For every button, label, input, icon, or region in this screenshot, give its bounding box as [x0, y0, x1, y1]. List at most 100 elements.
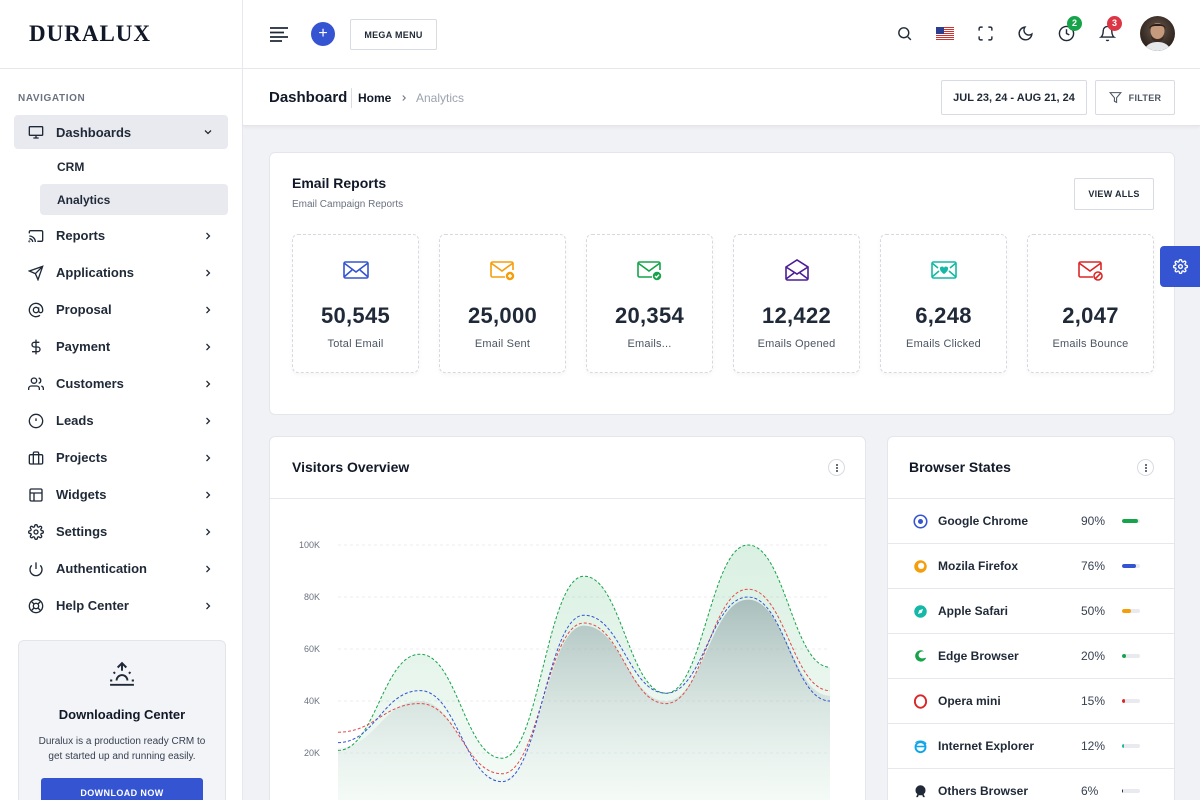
- sidebar-item-label: Payment: [56, 339, 111, 354]
- theme-customizer-button[interactable]: [1160, 246, 1200, 287]
- chevron-right-icon: [202, 600, 214, 612]
- dollar-icon: [27, 338, 45, 356]
- card-header: Browser States: [888, 437, 1174, 499]
- mega-menu-button[interactable]: MEGA MENU: [350, 19, 437, 50]
- sidebar-item-label: Applications: [56, 265, 135, 280]
- card-subtitle: Email Campaign Reports: [292, 199, 404, 210]
- browser-progress-bar: [1122, 519, 1140, 523]
- fullscreen-icon[interactable]: [977, 25, 995, 43]
- series-line: [337, 588, 831, 775]
- browser-name: Others Browser: [938, 784, 1029, 798]
- sidebar-item-projects[interactable]: Projects: [14, 439, 228, 476]
- browser-progress-fill: [1122, 564, 1136, 568]
- mail-check-icon: [636, 259, 663, 281]
- chevron-right-icon: [202, 304, 214, 316]
- sidebar-item-label: Help Center: [56, 598, 129, 613]
- breadcrumb-current: Analytics: [416, 91, 465, 105]
- stat-total-email[interactable]: 50,545 Total Email: [292, 234, 419, 373]
- browser-progress-fill: [1122, 789, 1124, 793]
- breadcrumb-divider: [351, 88, 352, 108]
- view-all-button[interactable]: VIEW ALLS: [1074, 178, 1154, 210]
- us-flag-icon[interactable]: [936, 27, 954, 45]
- visitors-chart: 100K80K60K40K20K0K: [299, 540, 831, 800]
- add-button[interactable]: +: [311, 22, 335, 46]
- sidebar-item-applications[interactable]: Applications: [14, 254, 228, 291]
- browser-row[interactable]: Google Chrome 90%: [888, 499, 1174, 544]
- mail-icon: [342, 259, 369, 281]
- browser-name: Internet Explorer: [938, 739, 1035, 753]
- stat-label: Email Sent: [474, 338, 531, 350]
- stat-label: Emails Opened: [757, 338, 836, 350]
- y-tick-label: 100K: [299, 540, 320, 550]
- sidebar-item-leads[interactable]: Leads: [14, 402, 228, 439]
- mail-heart-icon: [930, 259, 957, 281]
- browser-name: Google Chrome: [938, 514, 1029, 528]
- browser-percent: 12%: [1081, 739, 1106, 753]
- browser-row[interactable]: Others Browser 6%: [888, 769, 1174, 800]
- sidebar-item-settings[interactable]: Settings: [14, 513, 228, 550]
- stat-emails-opened[interactable]: 12,422 Emails Opened: [733, 234, 860, 373]
- sidebar-item-dashboards[interactable]: Dashboards: [14, 115, 228, 149]
- sidebar-item-label: Projects: [56, 450, 108, 465]
- sidebar-item-widgets[interactable]: Widgets: [14, 476, 228, 513]
- chevron-right-icon: [202, 267, 214, 279]
- sidebar-item-label: Dashboards: [56, 124, 132, 140]
- mail-x-icon: [1077, 259, 1104, 281]
- series-line: [337, 596, 831, 783]
- edge-icon: [913, 649, 928, 664]
- moon-icon[interactable]: [1017, 25, 1035, 43]
- stat-label: Total Email: [327, 338, 384, 350]
- download-now-button[interactable]: DOWNLOAD NOW: [41, 778, 203, 800]
- download-center-title: Downloading Center: [58, 707, 186, 722]
- octocat-icon: [913, 784, 928, 799]
- browser-row[interactable]: Internet Explorer 12%: [888, 724, 1174, 769]
- gear-icon: [27, 523, 45, 541]
- avatar[interactable]: [1140, 16, 1175, 51]
- browser-progress-bar: [1122, 564, 1140, 568]
- sidebar-item-label: Settings: [56, 524, 108, 539]
- date-range-button[interactable]: JUL 23, 24 - AUG 21, 24: [941, 80, 1087, 115]
- browser-progress-fill: [1122, 699, 1125, 703]
- notification-badge: 3: [1107, 16, 1122, 31]
- browser-row[interactable]: Mozila Firefox 76%: [888, 544, 1174, 589]
- sidebar-item-help-center[interactable]: Help Center: [14, 587, 228, 624]
- search-icon[interactable]: [896, 25, 914, 43]
- stat-value: 25,000: [467, 303, 538, 328]
- sidebar-subitem-analytics[interactable]: Analytics: [40, 184, 228, 215]
- sidebar-item-label: Customers: [56, 376, 124, 391]
- breadcrumb-home-link[interactable]: Home: [358, 91, 392, 105]
- sidebar-item-payment[interactable]: Payment: [14, 328, 228, 365]
- clock-icon[interactable]: [1058, 25, 1076, 43]
- browser-row[interactable]: Apple Safari 50%: [888, 589, 1174, 634]
- stat-emails-bounce[interactable]: 2,047 Emails Bounce: [1027, 234, 1154, 373]
- more-options-icon[interactable]: [1137, 459, 1154, 476]
- menu-toggle-icon[interactable]: [270, 26, 288, 42]
- sidebar-item-authentication[interactable]: Authentication: [14, 550, 228, 587]
- filter-label: FILTER: [1128, 92, 1162, 103]
- more-options-icon[interactable]: [828, 459, 845, 476]
- filter-button[interactable]: FILTER: [1095, 80, 1175, 115]
- sidebar-item-reports[interactable]: Reports: [14, 217, 228, 254]
- sidebar-item-proposal[interactable]: Proposal: [14, 291, 228, 328]
- stat-email-sent[interactable]: 25,000 Email Sent: [439, 234, 566, 373]
- chevron-right-icon: [202, 563, 214, 575]
- sidebar-subitem-crm[interactable]: CRM: [57, 159, 85, 174]
- browser-name: Apple Safari: [938, 604, 1009, 618]
- firefox-icon: [913, 559, 928, 574]
- sidebar-item-customers[interactable]: Customers: [14, 365, 228, 402]
- stat-emails-clicked[interactable]: 6,248 Emails Clicked: [880, 234, 1007, 373]
- chevron-right-icon: [202, 415, 214, 427]
- at-sign-icon: [27, 301, 45, 319]
- power-icon: [27, 560, 45, 578]
- stat-label: Emails Bounce: [1052, 338, 1129, 350]
- browser-percent: 90%: [1081, 514, 1106, 528]
- card-header: Visitors Overview: [270, 437, 865, 499]
- stat-value: 20,354: [614, 303, 685, 328]
- browser-row[interactable]: Opera mini 15%: [888, 679, 1174, 724]
- stat-emails-delivered[interactable]: 20,354 Emails...: [586, 234, 713, 373]
- browser-progress-bar: [1122, 654, 1140, 658]
- brand-logo[interactable]: DURALUX: [29, 21, 151, 46]
- y-tick-label: 20K: [304, 748, 320, 758]
- browser-row[interactable]: Edge Browser 20%: [888, 634, 1174, 679]
- cast-icon: [27, 227, 45, 245]
